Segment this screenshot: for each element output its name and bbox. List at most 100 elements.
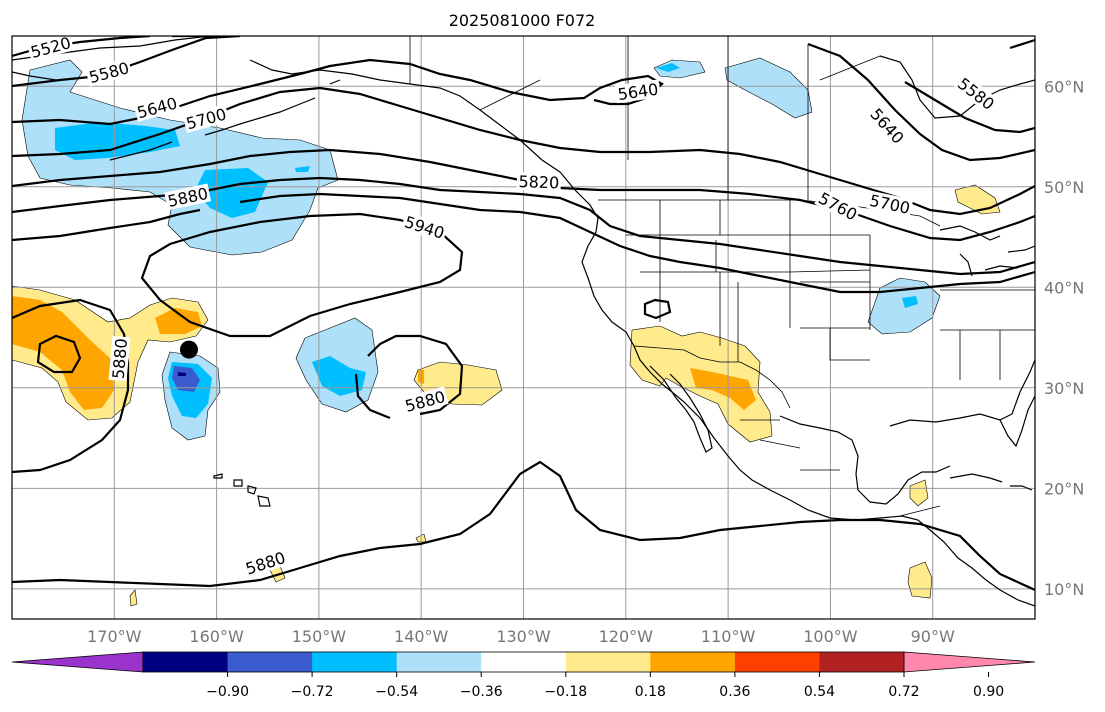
colorbar-segment (143, 652, 229, 672)
contour-label-background (85, 57, 133, 87)
contour-5940 (140, 212, 464, 338)
us-mexico-border (633, 345, 791, 409)
colorbar-segment (481, 652, 567, 672)
colorbar-segment (396, 652, 482, 672)
colorbar-tick-label: −0.90 (206, 684, 249, 700)
colorbar-segment (312, 652, 398, 672)
colorbar-tick-label: 0.36 (719, 684, 750, 700)
latitude-tick-label: 20°N (1044, 479, 1084, 498)
contour-label-background (865, 103, 909, 149)
contour-label-background (108, 335, 131, 382)
contour-label-background (614, 79, 661, 104)
colorbar-extend-max (903, 651, 1036, 673)
longitude-tick-label: 100°W (803, 627, 858, 646)
us-state-lines (626, 200, 1035, 380)
contour-label-text: 5820 (518, 172, 559, 192)
longitude-tick-label: 170°W (87, 627, 142, 646)
negative-anomaly-region (21, 59, 339, 256)
contour-5880-north (12, 192, 1035, 294)
positive-anomaly-core (12, 296, 114, 410)
hudson-bay-coast (879, 55, 1035, 119)
colorbar-tick-label: −0.36 (460, 684, 503, 700)
gulf-of-mexico-coast (779, 359, 1035, 505)
contour-5880-south (12, 460, 1035, 592)
contour-label-background (164, 183, 212, 211)
contour-label-background (401, 386, 449, 416)
contour-label: 5880 (108, 335, 131, 382)
negative-anomaly-region (653, 59, 706, 79)
contour-label-background (241, 547, 290, 579)
latitude-tick-label: 40°N (1044, 278, 1084, 297)
hawaiian-islands (213, 473, 271, 507)
colorbar-tick-label: 0.54 (804, 684, 835, 700)
negative-anomaly-core-deepest (178, 372, 186, 376)
colorbar-segment (734, 652, 820, 672)
map-frame (11, 35, 1036, 620)
colorbar-extend-min (11, 651, 144, 673)
positive-anomaly-region (129, 589, 138, 607)
colorbar-segment (565, 652, 651, 672)
colorbar-tick-label: 0.90 (973, 684, 1004, 700)
longitude-labels: 170°W 160°W 150°W 140°W 130°W 120°W 110°W 100°W… (87, 627, 955, 646)
contour-5880-small-loop (36, 334, 82, 374)
colorbar: −0.90 −0.72 −0.54 −0.36 −0.18 0.18 0.36 0.54 0.7… (11, 651, 1036, 700)
north-america-west-coast (581, 217, 1035, 607)
latitude-labels: 60°N 50°N 40°N 30°N 20°N 10°N (1044, 77, 1084, 599)
contour-5880-central (354, 334, 464, 420)
contour-5820 (12, 176, 1035, 276)
negative-anomaly-core (312, 356, 366, 396)
negative-anomaly-core (295, 166, 310, 172)
caribbean-islands (949, 473, 1033, 491)
contour-label-background (516, 171, 562, 192)
longitude-tick-label: 90°W (911, 627, 955, 646)
colorbar-outline (142, 651, 905, 673)
negative-anomaly-core (902, 296, 918, 308)
colorbar-tick-label: 0.72 (888, 684, 919, 700)
contour-5880-loop (643, 298, 672, 320)
latitude-tick-label: 60°N (1044, 77, 1084, 96)
contour-label: 5820 (516, 171, 562, 192)
negative-anomaly-core (656, 63, 680, 72)
contour-label-background (953, 72, 1000, 115)
contour-label-background (133, 93, 181, 122)
contour-label-background (866, 190, 914, 218)
positive-anomaly-core (690, 368, 756, 410)
longitude-tick-label: 130°W (496, 627, 551, 646)
contour-label-background (182, 104, 230, 133)
colorbar-segment (650, 652, 736, 672)
negative-anomaly-region (724, 57, 813, 119)
florida-coast (999, 395, 1035, 448)
latitude-tick-label: 50°N (1044, 178, 1084, 197)
contour-label-background (27, 36, 75, 62)
colorbar-segment (227, 652, 313, 672)
great-lakes (939, 225, 1035, 277)
latitude-tick-label: 30°N (1044, 379, 1084, 398)
contour-5880-west (12, 298, 130, 474)
graticule (12, 36, 1035, 619)
baja-california (649, 365, 713, 453)
longitude-tick-label: 110°W (701, 627, 756, 646)
positive-anomaly-region (909, 479, 929, 507)
anomaly-shading (12, 57, 1001, 607)
colorbar-tick-label: −0.72 (291, 684, 334, 700)
latitude-tick-label: 10°N (1044, 580, 1084, 599)
positive-anomaly-region (954, 184, 1001, 215)
positive-anomaly-core (155, 308, 202, 334)
contour-label-background (400, 211, 449, 243)
mexico-state-lines (740, 419, 941, 517)
colorbar-segment (819, 652, 905, 672)
figure-title: 2025081000 F072 (449, 11, 596, 30)
contour-5580 (12, 36, 1035, 134)
location-marker (179, 340, 198, 359)
negative-anomaly-core (195, 168, 268, 218)
longitude-tick-label: 150°W (292, 627, 347, 646)
colorbar-tick-label: −0.18 (544, 684, 587, 700)
longitude-tick-label: 160°W (189, 627, 244, 646)
contour-label: 5700 (866, 190, 914, 218)
longitude-tick-label: 120°W (599, 627, 654, 646)
colorbar-tick-label: 0.18 (635, 684, 666, 700)
contour-label-text: 5880 (109, 338, 131, 380)
